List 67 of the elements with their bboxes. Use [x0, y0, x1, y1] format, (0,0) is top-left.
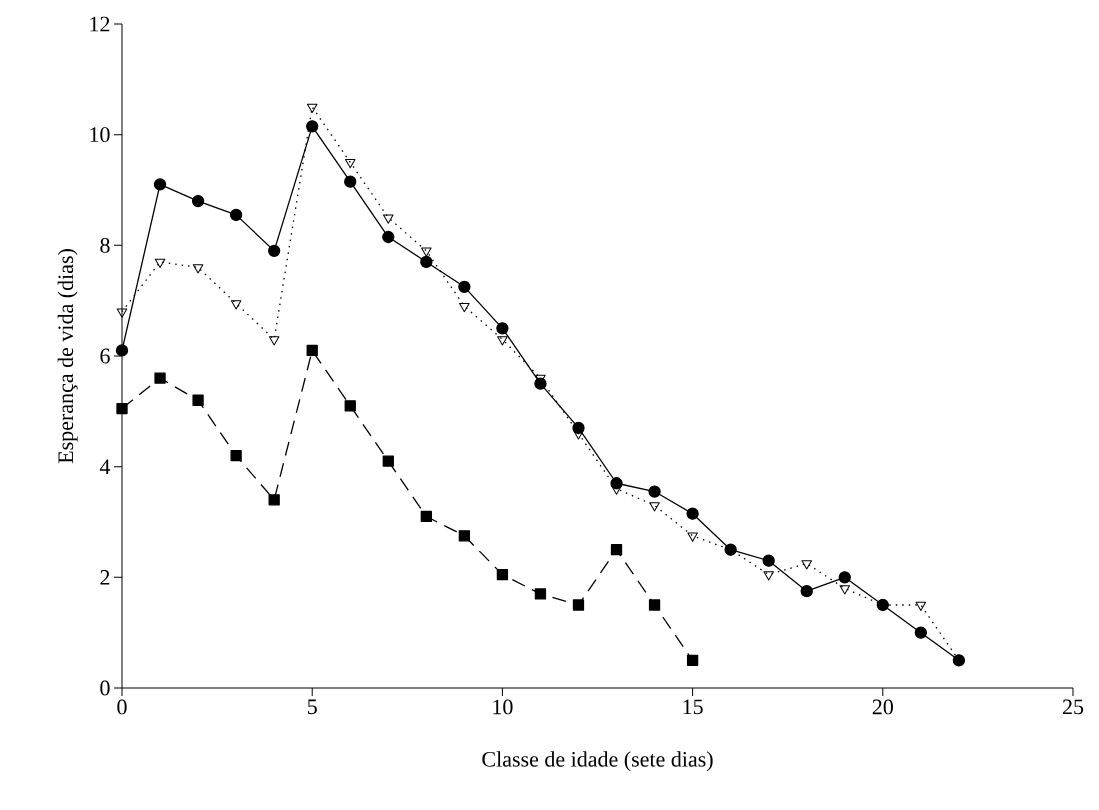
point	[229, 208, 243, 222]
point	[611, 485, 622, 495]
y-tick-label: 6	[100, 348, 110, 364]
point	[116, 402, 128, 415]
point	[306, 103, 318, 113]
point	[763, 571, 774, 581]
x-axis-title: Classe de idade (sete dias)	[482, 751, 713, 772]
point	[382, 455, 394, 467]
point	[496, 568, 509, 581]
x-tick-label: 0	[117, 699, 127, 715]
point	[382, 230, 395, 244]
point	[306, 344, 318, 357]
point	[154, 258, 166, 268]
point	[648, 485, 661, 498]
x-tick-label: 25	[1062, 699, 1084, 715]
x-tick-label: 5	[307, 699, 317, 715]
point	[534, 588, 547, 600]
point	[191, 194, 205, 208]
y-tick-label: 10	[90, 127, 110, 143]
point	[192, 264, 204, 274]
point	[573, 430, 584, 440]
point	[686, 654, 699, 666]
point	[496, 322, 509, 335]
point	[268, 494, 280, 506]
point	[686, 507, 699, 520]
point	[116, 308, 128, 318]
point	[459, 302, 470, 313]
y-tick-label: 2	[100, 570, 110, 585]
point	[268, 336, 280, 346]
point	[800, 585, 813, 598]
point	[306, 120, 319, 133]
point	[801, 560, 812, 570]
point	[115, 344, 129, 357]
point	[687, 532, 698, 542]
y-tick-label: 12	[90, 16, 110, 32]
point	[915, 601, 927, 611]
point	[839, 585, 851, 595]
x-tick-label: 15	[683, 699, 703, 715]
y-tick-label: 4	[99, 459, 111, 474]
x-tick-label: 20	[872, 699, 893, 715]
point	[762, 554, 775, 567]
point	[572, 599, 585, 611]
y-tick-label: 0	[100, 680, 110, 696]
point	[420, 255, 433, 269]
point	[344, 175, 357, 188]
y-tick-label: 8	[100, 237, 110, 253]
point	[458, 280, 471, 293]
point	[838, 571, 851, 584]
point	[649, 502, 660, 512]
point	[192, 394, 204, 406]
point	[344, 159, 356, 169]
point	[230, 300, 242, 310]
y-axis-title: Esperança de vida (dias)	[57, 249, 78, 464]
point	[344, 400, 356, 412]
point	[230, 449, 242, 462]
point	[421, 247, 432, 257]
point	[458, 530, 471, 542]
point	[914, 626, 927, 639]
point	[497, 336, 508, 346]
point	[154, 372, 166, 384]
x-tick-label: 10	[493, 699, 513, 715]
point	[268, 244, 281, 258]
point	[648, 599, 661, 611]
point	[383, 214, 394, 224]
point	[153, 178, 167, 191]
point	[610, 544, 623, 556]
point	[420, 510, 432, 523]
